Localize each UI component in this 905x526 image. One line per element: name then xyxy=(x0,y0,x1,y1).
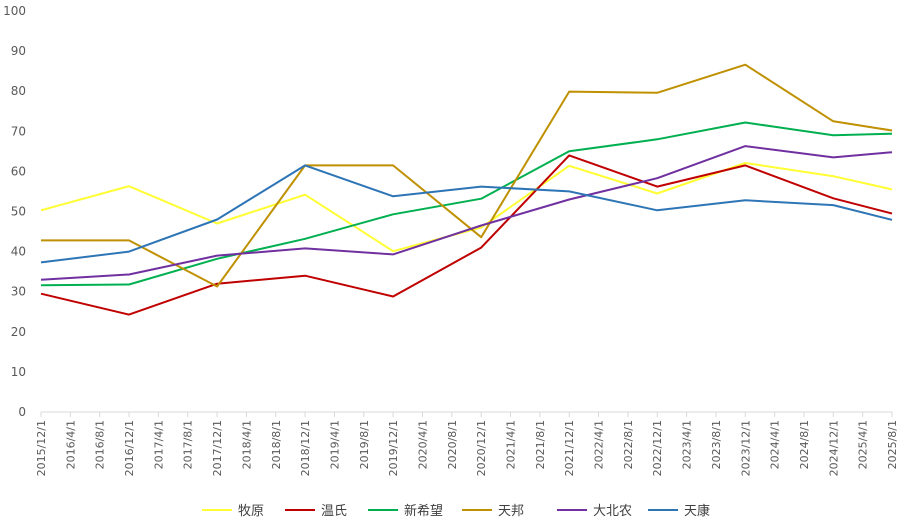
x-tick-label: 2019/12/1 xyxy=(387,420,400,476)
x-tick-label: 2023/12/1 xyxy=(739,420,752,476)
series-line-牧原 xyxy=(40,162,893,253)
x-tick-label: 2022/4/1 xyxy=(593,420,606,469)
x-tick-label: 2016/8/1 xyxy=(94,420,107,469)
x-tick-label: 2022/12/1 xyxy=(651,420,664,476)
series-line-新希望 xyxy=(40,121,893,287)
x-tick-label: 2023/4/1 xyxy=(681,420,694,469)
legend-label: 天邦 xyxy=(498,504,524,519)
y-tick-label: 30 xyxy=(11,285,26,299)
legend-label: 新希望 xyxy=(404,503,443,519)
y-tick-label: 100 xyxy=(3,4,26,18)
x-tick-label: 2017/12/1 xyxy=(211,420,224,476)
series-line-温氏 xyxy=(40,154,893,316)
x-tick-label: 2025/4/1 xyxy=(857,420,870,469)
x-tick-label: 2017/4/1 xyxy=(152,420,165,469)
x-tick-label: 2025/8/1 xyxy=(886,420,899,469)
x-tick-label: 2016/12/1 xyxy=(123,420,136,476)
x-tick-label: 2021/12/1 xyxy=(563,420,576,476)
series-line-大北农 xyxy=(40,145,893,281)
x-tick-label: 2024/12/1 xyxy=(827,420,840,476)
y-tick-label: 70 xyxy=(11,124,26,138)
x-tick-label: 2021/4/1 xyxy=(505,420,518,469)
x-tick-label: 2019/8/1 xyxy=(358,420,371,469)
legend: 牧原 温氏 新希望 天邦 大北农 天康 xyxy=(202,503,710,519)
x-tick-label: 2022/8/1 xyxy=(622,420,635,469)
y-tick-label: 10 xyxy=(11,365,26,379)
x-tick-label: 2023/8/1 xyxy=(710,420,723,469)
y-tick-label: 20 xyxy=(11,325,26,339)
x-tick-label: 2024/4/1 xyxy=(769,420,782,469)
x-tick-label: 2016/4/1 xyxy=(64,420,77,469)
y-tick-label: 90 xyxy=(11,44,26,58)
y-tick-label: 40 xyxy=(11,245,26,259)
legend-label: 天康 xyxy=(684,503,710,519)
series-line-天邦 xyxy=(41,63,893,288)
legend-label: 大北农 xyxy=(593,504,632,519)
legend-label: 牧原 xyxy=(238,504,264,519)
x-tick-label: 2021/8/1 xyxy=(534,420,547,469)
x-tick-label: 2018/8/1 xyxy=(270,420,283,469)
x-tick-label: 2015/12/1 xyxy=(35,420,48,476)
y-tick-label: 50 xyxy=(11,205,26,219)
x-tick-label: 2019/4/1 xyxy=(328,420,341,469)
y-tick-label: 60 xyxy=(11,164,26,178)
x-tick-label: 2020/4/1 xyxy=(416,420,429,469)
x-tick-label: 2018/12/1 xyxy=(299,420,312,476)
x-tick-label: 2017/8/1 xyxy=(182,420,195,469)
y-tick-label: 80 xyxy=(11,84,26,98)
y-axis-ticks: 0 10 20 30 40 50 60 70 80 90 100 xyxy=(3,4,26,419)
x-tick-label: 2018/4/1 xyxy=(240,420,253,469)
series-line-天康 xyxy=(40,164,893,264)
x-tick-label: 2020/12/1 xyxy=(475,420,488,476)
x-axis-ticks: 2015/12/1 2016/4/1 2016/8/1 2016/12/1 2017/4… xyxy=(35,412,899,476)
legend-label: 温氏 xyxy=(321,504,347,519)
x-tick-label: 2024/8/1 xyxy=(798,420,811,469)
series-lines xyxy=(40,63,893,316)
x-tick-label: 2020/8/1 xyxy=(446,420,459,469)
y-tick-label: 0 xyxy=(18,405,26,419)
